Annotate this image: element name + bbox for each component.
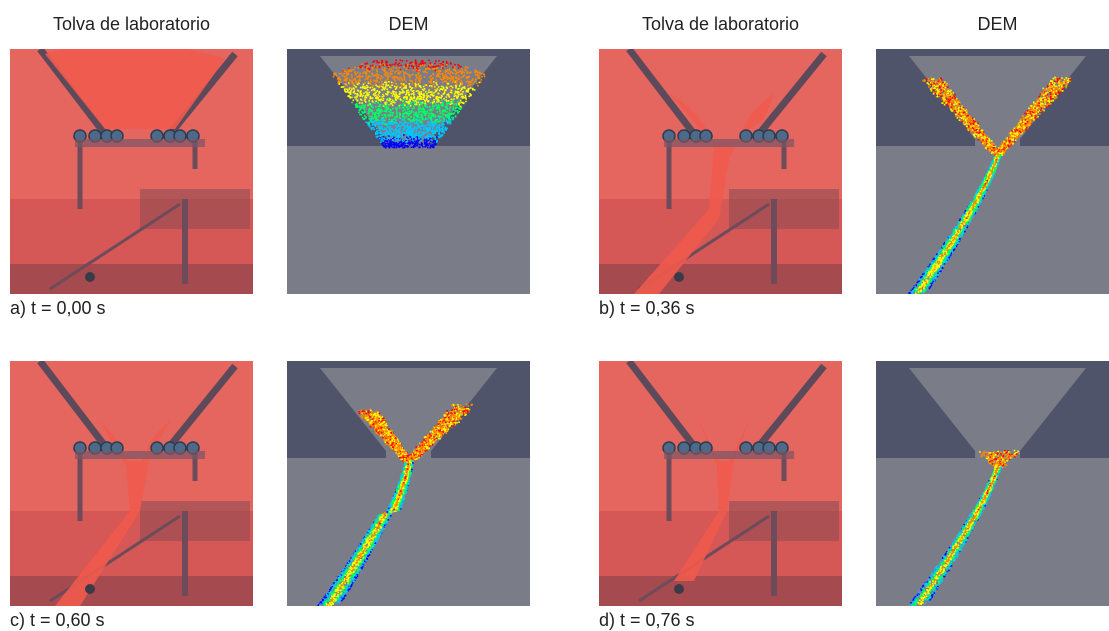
bolt bbox=[674, 584, 684, 594]
bolt bbox=[85, 272, 95, 282]
header-dem-right: DEM bbox=[876, 14, 1109, 35]
caption-a: a) t = 0,00 s bbox=[10, 298, 106, 319]
bolt bbox=[85, 584, 95, 594]
dem-simulation-d bbox=[876, 361, 1109, 606]
header-lab-right: Tolva de laboratorio bbox=[599, 14, 842, 35]
caption-b: b) t = 0,36 s bbox=[599, 298, 695, 319]
dem-simulation-b bbox=[876, 49, 1109, 294]
dem-simulation-c bbox=[287, 361, 530, 606]
lab-photo-d bbox=[599, 361, 842, 606]
header-dem-left: DEM bbox=[287, 14, 530, 35]
caption-d: d) t = 0,76 s bbox=[599, 610, 695, 631]
lab-photo-c bbox=[10, 361, 253, 606]
dem-simulation-a bbox=[287, 49, 530, 294]
lab-photo-a bbox=[10, 49, 253, 294]
lab-photo-b bbox=[599, 49, 842, 294]
header-lab-left: Tolva de laboratorio bbox=[10, 14, 253, 35]
bolt bbox=[674, 272, 684, 282]
caption-c: c) t = 0,60 s bbox=[10, 610, 105, 631]
